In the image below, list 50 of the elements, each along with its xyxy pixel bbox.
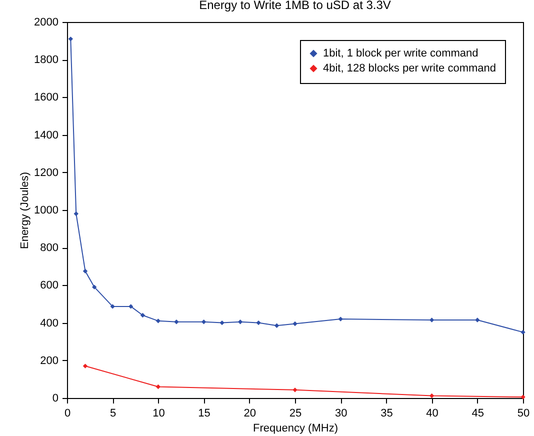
point xyxy=(475,318,480,322)
legend-label: 4bit, 128 blocks per write command xyxy=(323,62,496,74)
y-tick-label: 1600 xyxy=(34,92,58,104)
point xyxy=(274,323,280,328)
point xyxy=(256,320,261,326)
point xyxy=(220,320,224,326)
x-tick-label: 20 xyxy=(244,408,256,420)
y-tick-label: 2000 xyxy=(34,16,58,28)
x-tick-label: 0 xyxy=(64,408,71,420)
point xyxy=(201,320,206,324)
point xyxy=(338,316,343,322)
x-tick-label: 25 xyxy=(289,408,302,420)
point xyxy=(82,268,88,274)
point xyxy=(520,394,526,400)
x-tick-label: 5 xyxy=(110,408,116,420)
x-tick-label: 35 xyxy=(380,408,393,420)
point xyxy=(238,320,243,324)
x-tick-label: 40 xyxy=(426,408,438,420)
point xyxy=(429,318,434,322)
point xyxy=(429,393,434,398)
point xyxy=(156,318,161,324)
y-tick-label: 800 xyxy=(40,242,58,254)
y-tick-label: 1200 xyxy=(34,166,58,179)
x-tick-label: 45 xyxy=(472,408,484,420)
point xyxy=(156,384,161,390)
y-tick-label: 400 xyxy=(40,317,58,330)
point xyxy=(68,36,73,42)
x-tick-label: 15 xyxy=(198,408,210,420)
point xyxy=(74,211,78,216)
point xyxy=(292,321,298,326)
point xyxy=(292,388,298,392)
y-axis-title: Energy (Joules) xyxy=(19,172,32,250)
point xyxy=(82,364,88,368)
y-tick-label: 1000 xyxy=(34,204,58,216)
x-tick-label: 10 xyxy=(152,408,165,420)
legend-label: 1bit, 1 block per write command xyxy=(323,48,478,60)
point xyxy=(92,284,97,290)
x-tick-label: 30 xyxy=(334,408,348,420)
chart-title: Energy to Write 1MB to uSD at 3.3V xyxy=(199,0,391,12)
point xyxy=(520,330,526,335)
point xyxy=(110,304,115,309)
point xyxy=(140,312,146,318)
y-tick-label: 600 xyxy=(40,280,58,292)
y-tick-label: 1400 xyxy=(34,129,58,142)
y-tick-label: 200 xyxy=(40,354,58,367)
x-tick-label: 50 xyxy=(517,408,530,420)
y-tick-label: 1800 xyxy=(34,54,58,66)
y-tick-label: 0 xyxy=(52,392,58,404)
point xyxy=(174,320,179,324)
x-axis-title: Frequency (MHz) xyxy=(253,422,338,434)
